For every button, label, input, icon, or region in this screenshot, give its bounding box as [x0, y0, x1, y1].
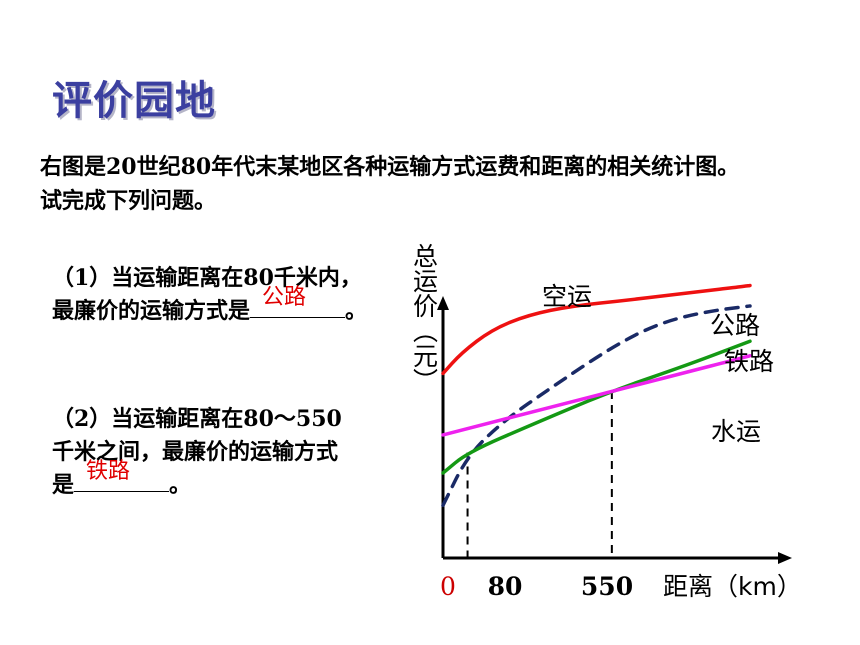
series-label-0: 空运 [542, 282, 592, 311]
series-line-3 [441, 354, 752, 437]
question-2-suffix: 。 [169, 472, 192, 498]
x-tick-label-0: 0 [440, 572, 456, 601]
question-1: （1）当运输距离在80千米内，最廉价的运输方式是 公路。 [52, 262, 382, 328]
question-1-text: （1）当运输距离在80千米内，最廉价的运输方式是 [52, 265, 362, 324]
y-axis-arrow [437, 296, 449, 310]
x-axis-label: 距离（km） [663, 572, 802, 601]
answer-1: 公路 [262, 285, 307, 310]
series-label-1: 公路 [710, 311, 760, 340]
y-axis-label: 总运价（元） [410, 243, 439, 393]
series-label-2: 铁路 [724, 347, 774, 376]
series-line-2 [441, 339, 752, 475]
question-2-text: （2）当运输距离在80～550千米之间，最廉价的运输方式是 [52, 406, 342, 498]
x-axis-arrow [778, 552, 792, 564]
series-line-0 [441, 283, 752, 376]
x-tick-label-80: 80 [488, 572, 523, 601]
answer-2: 铁路 [86, 459, 131, 484]
question-2: （2）当运输距离在80～550千米之间，最廉价的运输方式是 铁路。 [52, 403, 352, 502]
x-tick-label-550: 550 [581, 572, 633, 601]
question-1-suffix: 。 [345, 298, 368, 324]
intro-text: 右图是20世纪80年代末某地区各种运输方式运费和距离的相关统计图。试完成下列问题… [40, 154, 740, 214]
answer-blank-1: 公路 [250, 285, 346, 318]
answer-blank-2: 铁路 [74, 459, 170, 492]
series-label-3: 水运 [711, 417, 761, 446]
series-line-1 [441, 304, 752, 508]
page-title: 评价园地 [52, 78, 216, 124]
